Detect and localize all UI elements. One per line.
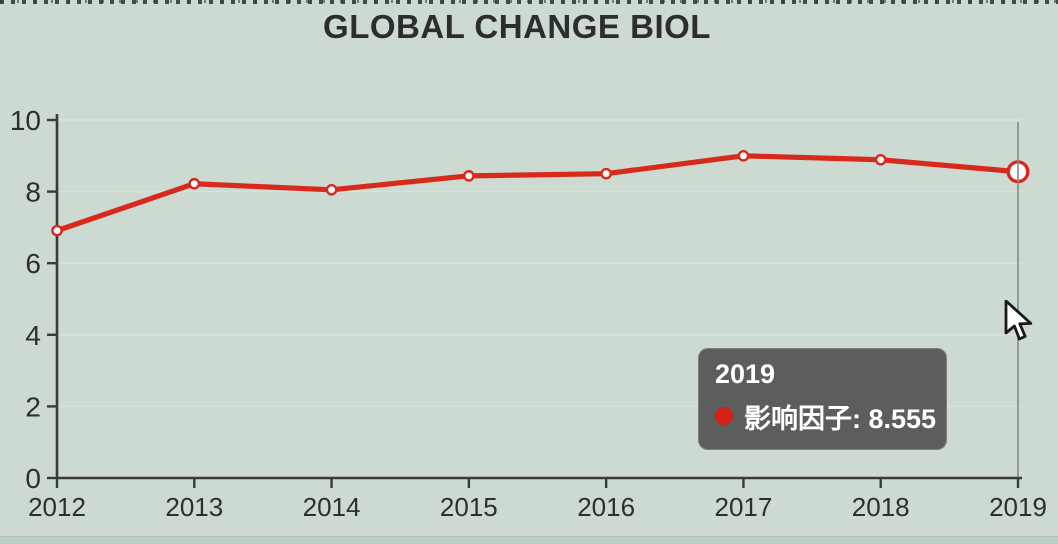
y-tick-label: 6 (25, 248, 41, 279)
data-point[interactable] (737, 149, 750, 162)
tooltip-year: 2019 (715, 359, 776, 389)
x-tick-label: 2018 (852, 492, 910, 522)
chart-title: GLOBAL CHANGE BIOL (323, 8, 711, 45)
data-point[interactable] (874, 153, 887, 166)
tooltip-row: 影响因子: 8.555 (715, 397, 936, 436)
x-tick-label: 2013 (165, 492, 223, 522)
x-tick-label: 2016 (577, 492, 635, 522)
data-point[interactable] (325, 184, 338, 196)
x-tick-label: 2014 (303, 492, 361, 522)
tooltip-series-dot-icon (715, 407, 733, 426)
y-tick-label: 4 (25, 320, 41, 351)
tooltip: 2019 影响因子: 8.555 (698, 348, 947, 450)
data-point[interactable] (463, 170, 475, 182)
y-tick-label: 10 (10, 105, 41, 136)
bottom-strip (0, 536, 1058, 544)
tooltip-value-text: 影响因子: 8.555 (744, 403, 937, 434)
x-tick-label: 2012 (28, 492, 86, 522)
mouse-cursor-icon (1004, 300, 1033, 341)
data-point[interactable] (51, 224, 63, 237)
data-point[interactable] (600, 167, 612, 180)
x-tick-label: 2017 (715, 492, 773, 522)
data-point[interactable] (188, 177, 201, 190)
y-tick-label: 2 (25, 391, 41, 422)
y-tick-label: 8 (25, 177, 41, 208)
cropped-text-row-marks (0, 0, 1058, 5)
x-tick-label: 2015 (440, 492, 498, 522)
series-line (54, 153, 1021, 234)
y-tick-label: 0 (25, 463, 41, 494)
x-tick-label: 2019 (989, 492, 1047, 522)
